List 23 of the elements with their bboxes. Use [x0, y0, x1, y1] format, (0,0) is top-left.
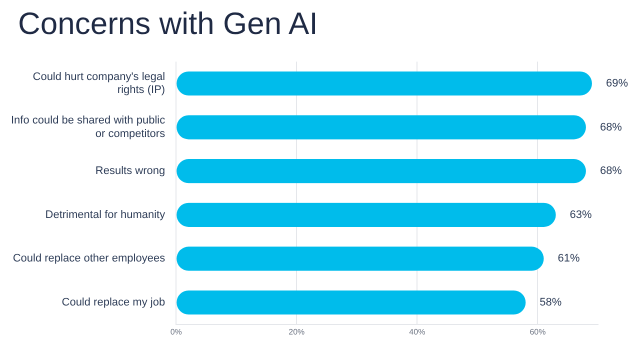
- y-tick-label: Could replace other employees: [12, 252, 166, 265]
- data-label: 63%: [570, 208, 592, 221]
- y-tick-label: Results wrong: [95, 165, 166, 178]
- y-tick-label: Info could be shared with public or competitors: [10, 114, 166, 140]
- x-tick-label: 60%: [530, 327, 546, 336]
- data-label: 58%: [540, 296, 562, 309]
- y-tick-label: Could replace my job: [62, 296, 166, 309]
- bar: [176, 115, 586, 140]
- data-label: 68%: [600, 121, 622, 134]
- data-label: 69%: [606, 78, 628, 90]
- y-tick-label: Detrimental for humanity: [45, 208, 166, 221]
- y-tick-label: Could hurt company's legal rights (IP): [32, 70, 166, 96]
- x-tick-label: 0%: [170, 327, 182, 336]
- bar: [176, 290, 526, 315]
- bar: [176, 71, 592, 96]
- bar: [176, 246, 544, 271]
- data-label: 61%: [558, 252, 580, 265]
- data-label: 68%: [600, 165, 622, 178]
- bar: [176, 202, 556, 227]
- bar: [176, 159, 586, 184]
- x-tick-label: 20%: [288, 327, 305, 336]
- x-tick-label: 40%: [409, 327, 426, 336]
- chart-title: Concerns with Gen AI: [18, 6, 318, 42]
